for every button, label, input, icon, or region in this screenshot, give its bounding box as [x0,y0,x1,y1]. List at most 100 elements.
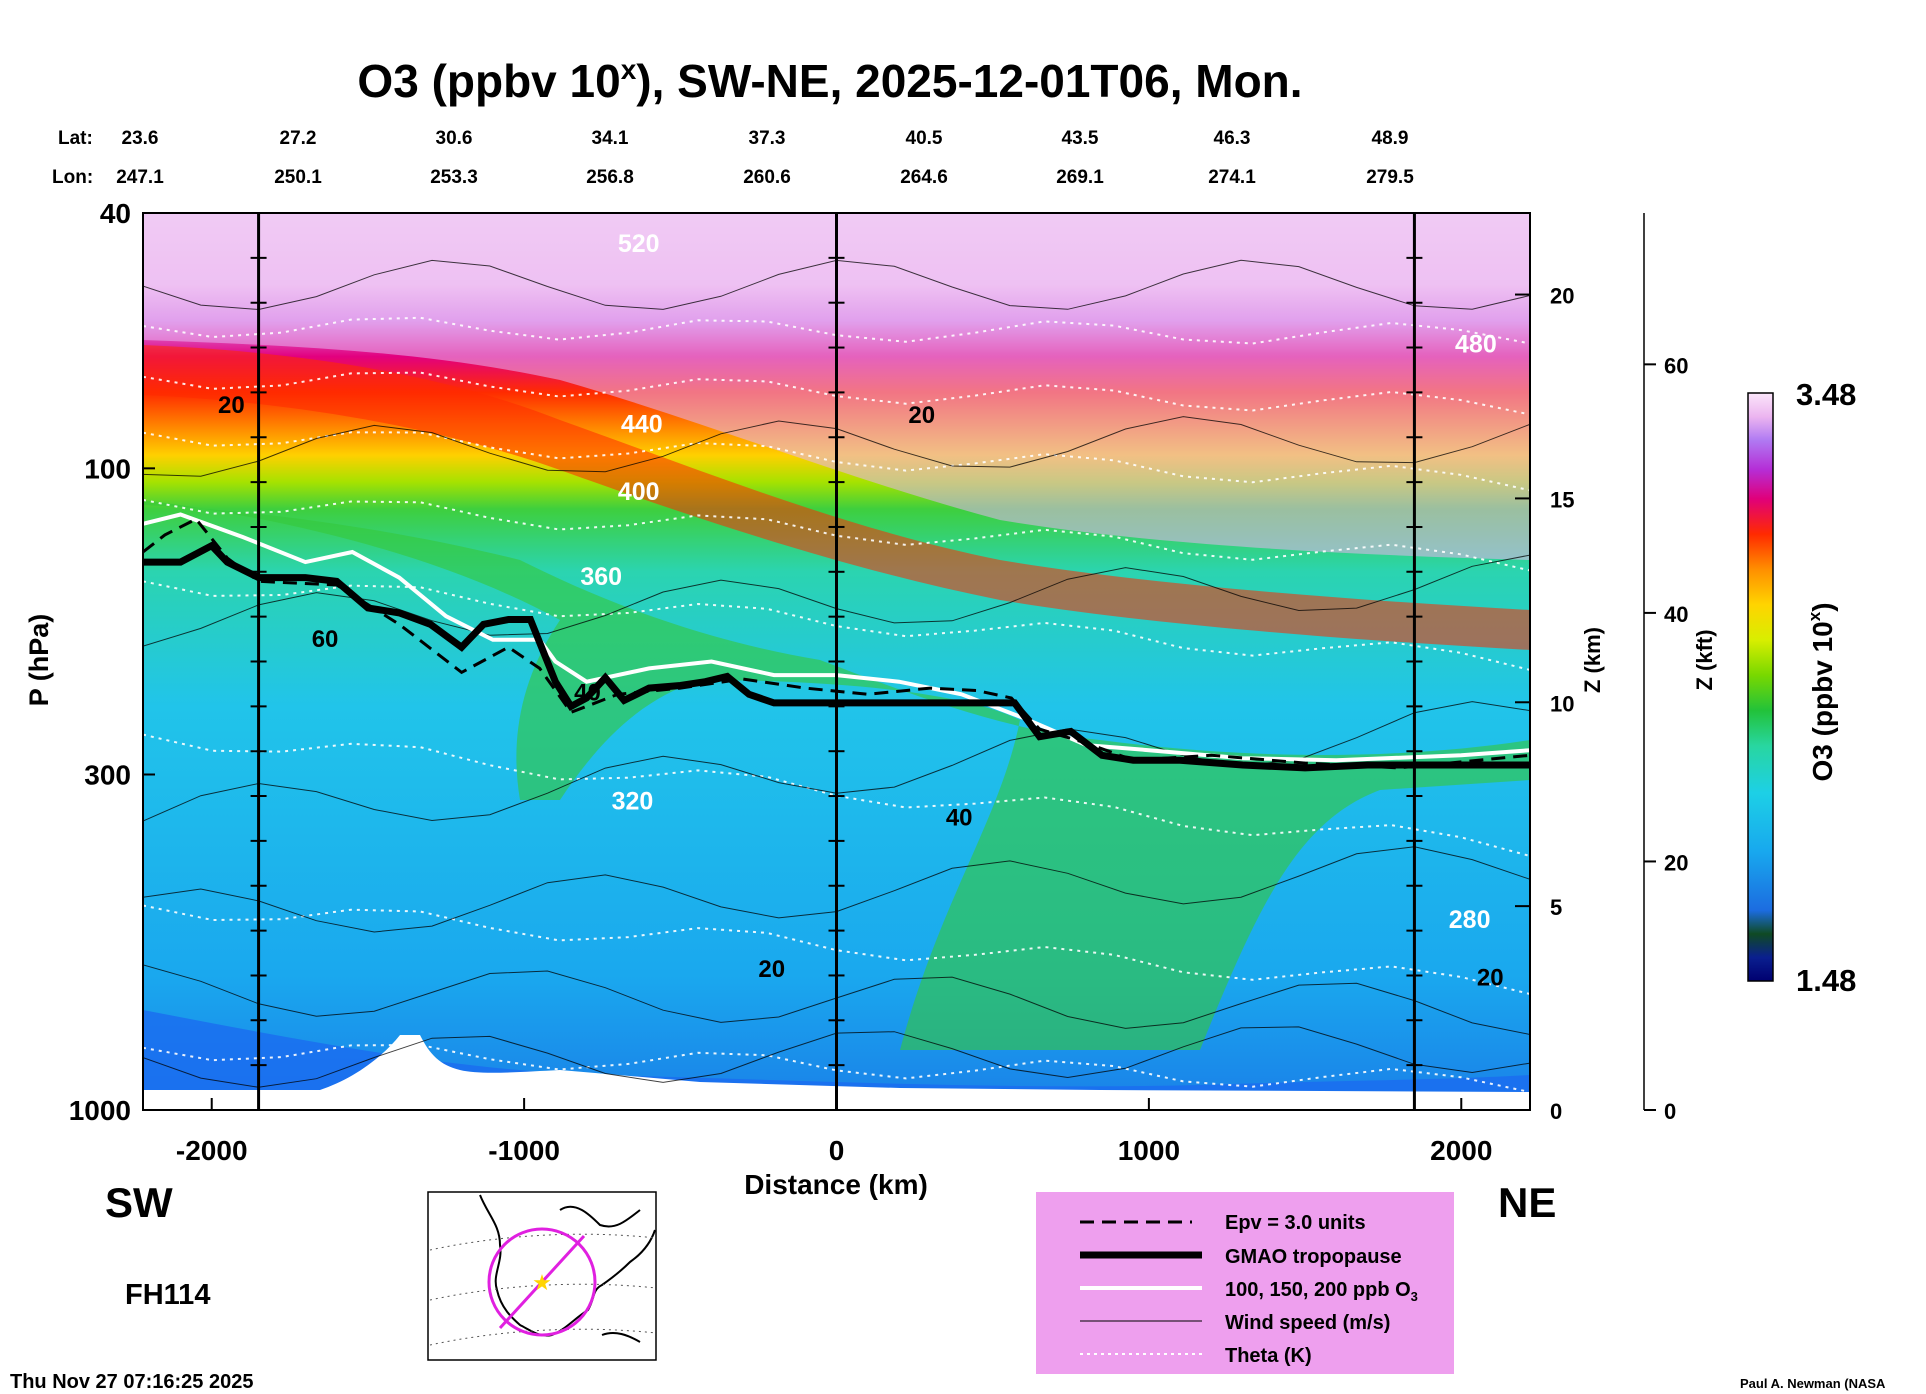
section-markers [250,213,1423,1110]
theta-label: 440 [621,411,663,439]
z-km-tick-label: 10 [1550,691,1574,716]
forecast-hour: FH114 [125,1279,210,1311]
lat-value: 23.6 [122,128,159,149]
z-kft-tick-label: 20 [1664,850,1688,875]
z-kft-tick-label: 40 [1664,602,1688,627]
theta-isentrope [143,371,1530,416]
y-axis-z-km: 0 5 10 15 20 [1515,213,1574,1124]
theta-label: 480 [1455,331,1497,359]
p-tick-label: 300 [84,759,131,790]
wind-label: 20 [218,392,245,419]
o3-100ppb-contour [143,512,1530,763]
theta-label: 320 [612,787,654,815]
x-tick-label: 2000 [1430,1135,1492,1166]
legend-epv-label: Epv = 3.0 units [1225,1212,1366,1234]
colorbar-title-sup: x [1805,611,1824,621]
colorbar-title-main: O3 (ppbv 10 [1807,621,1838,781]
legend: Epv = 3.0 units GMAO tropopause 100, 150… [1036,1192,1454,1374]
timestamp: Thu Nov 27 07:16:25 2025 [10,1371,253,1393]
direction-sw: SW [105,1179,173,1226]
theta-label: 360 [580,563,622,591]
colorbar: 3.48 1.48 O3 (ppbv 10x) [1747,377,1856,998]
theta-label: 520 [618,230,660,258]
theta-label: 280 [1449,906,1491,934]
inset-map-grid [429,1233,657,1346]
theta-labels: 520 480 440 400 360 320 280 20 60 40 20 40 20 20 [218,230,1504,992]
theta-label: 400 [618,478,660,506]
lat-value: 34.1 [592,128,629,149]
y-axis-pressure: 40 100 300 1000 [69,198,155,1126]
lat-value: 46.3 [1214,128,1251,149]
lon-label: Lon: [52,167,93,188]
title-superscript: x [621,54,637,85]
wind-label: 20 [908,402,935,429]
lat-label: Lat: [58,128,93,149]
legend-tropo-label: GMAO tropopause [1225,1246,1402,1268]
lon-value: 256.8 [586,167,634,188]
wind-label: 40 [946,804,973,831]
credit: Paul A. Newman (NASA [1740,1376,1886,1391]
theta-isentrope [143,316,1530,345]
p-tick-label: 100 [84,453,131,484]
theta-isentrope [143,498,1530,572]
wind-label: 20 [758,956,785,983]
terrain [143,1035,1530,1110]
wind-label: 40 [574,679,601,706]
x-tick-label: -1000 [488,1135,560,1166]
colorbar-scale [1747,392,1774,982]
wind-label: 60 [312,626,339,653]
z-km-tick-label: 15 [1550,487,1574,512]
lon-value: 253.3 [430,167,478,188]
legend-o3-label-main: 100, 150, 200 ppb O [1225,1279,1411,1301]
legend-wind-label: Wind speed (m/s) [1225,1312,1390,1334]
theta-isentrope [143,904,1530,995]
theta-isentrope [143,733,1530,857]
y-axis-label: P (hPa) [24,614,54,707]
lat-value: 37.3 [749,128,786,149]
inset-map: ★ [427,1191,657,1361]
wind-label: 20 [1477,965,1504,992]
z-km-axis-label: Z (km) [1580,627,1605,693]
z-kft-tick-label: 60 [1664,353,1688,378]
lat-value: 27.2 [280,128,317,149]
z-kft-tick-label: 0 [1664,1099,1676,1124]
y-axis-z-kft: 0 20 40 60 [1643,213,1688,1124]
lon-row: 247.1 250.1 253.3 256.8 260.6 264.6 269.1 274.1… [116,167,1414,188]
tropopause-line [143,541,1530,772]
z-km-tick-label: 20 [1550,284,1574,309]
inset-map-frame [427,1191,657,1361]
z-km-tick-label: 0 [1550,1099,1562,1124]
theta-isentrope [143,580,1530,671]
legend-o3-label: 100, 150, 200 ppb O3 [1225,1279,1418,1304]
o3-green-fold [143,500,1530,1050]
lon-value: 264.6 [900,167,948,188]
inset-map-section-line [498,1234,586,1330]
inset-map-star-icon: ★ [532,1271,552,1296]
z-km-tick-label: 5 [1550,895,1562,920]
p-tick-label: 40 [100,198,131,229]
title-main: O3 (ppbv 10 [357,55,620,107]
x-tick-label: 0 [829,1135,845,1166]
colorbar-min-label: 1.48 [1796,963,1856,998]
theta-isentrope [143,1043,1530,1094]
x-tick-label: 1000 [1118,1135,1180,1166]
legend-o3-label-sub: 3 [1411,1289,1418,1304]
colorbar-title-suffix: ) [1807,602,1838,611]
lon-value: 274.1 [1208,167,1256,188]
legend-theta-label: Theta (K) [1225,1345,1312,1367]
direction-ne: NE [1498,1179,1556,1226]
lat-value: 43.5 [1062,128,1099,149]
z-kft-axis-label: Z (kft) [1692,629,1717,690]
o3-red-band [143,345,1530,650]
lat-value: 40.5 [906,128,943,149]
lon-value: 260.6 [743,167,791,188]
x-axis: -2000 -1000 0 1000 2000 [176,1098,1492,1166]
lon-value: 279.5 [1366,167,1414,188]
chart-title: O3 (ppbv 10x), SW-NE, 2025-12-01T06, Mon… [357,54,1302,107]
inset-map-range-circle [487,1227,597,1337]
lon-value: 250.1 [274,167,322,188]
colorbar-title: O3 (ppbv 10x) [1805,602,1838,781]
theta-isentrope [143,431,1530,492]
lat-value: 48.9 [1372,128,1409,149]
lon-value: 269.1 [1056,167,1104,188]
